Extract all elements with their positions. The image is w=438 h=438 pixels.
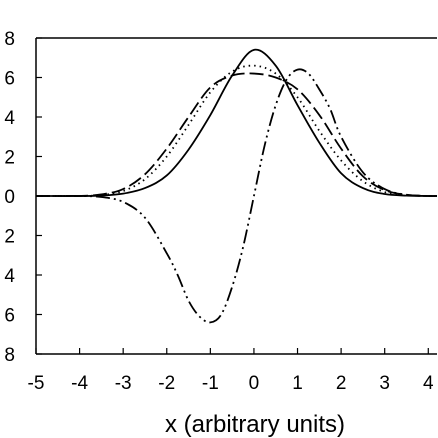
series-layer	[36, 48, 438, 324]
y-tick-label: 2	[4, 227, 15, 248]
x-axis-ticks: -5 -4 -3 -2 -1 0 1 2 3 4	[28, 348, 434, 394]
y-tick-label: 8	[4, 345, 15, 366]
y-tick-label: 6	[4, 69, 15, 90]
x-tick-label: 3	[379, 373, 390, 394]
series-line-dotted	[36, 64, 438, 197]
x-tick-label: -1	[202, 373, 219, 394]
x-axis-title: x (arbitrary units)	[165, 411, 345, 438]
x-tick-label: 2	[336, 373, 347, 394]
series-line-dash-dot-dot	[36, 68, 438, 324]
y-tick-label: 6	[4, 306, 15, 327]
series-line-solid	[36, 48, 438, 197]
series-line-dashed	[36, 72, 438, 198]
x-tick-label: 0	[249, 373, 260, 394]
y-tick-label: 0	[4, 187, 15, 208]
x-tick-label: -4	[71, 373, 88, 394]
y-tick-label: 4	[4, 108, 15, 129]
y-axis-ticks: 8 6 4 2 0 2 4 6 8	[4, 29, 42, 366]
x-tick-label: -2	[158, 373, 175, 394]
y-tick-label: 2	[4, 148, 15, 169]
y-tick-label: 8	[4, 29, 15, 50]
x-tick-label: -3	[115, 373, 132, 394]
x-tick-label: 1	[292, 373, 303, 394]
x-tick-label: 4	[423, 373, 434, 394]
x-tick-label: -5	[28, 373, 45, 394]
y-tick-label: 4	[4, 266, 15, 287]
